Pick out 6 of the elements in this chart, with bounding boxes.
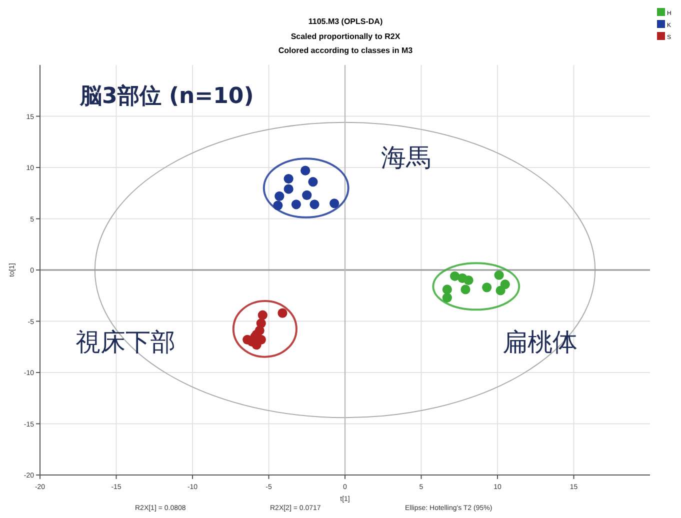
annotation: 海馬 [381,143,431,172]
annotation: 視床下部 [75,328,176,357]
chart-title: 1105.M3 (OPLS-DA) [308,17,383,26]
chart-subtitle: Scaled proportionally to R2X Colored according to classes in M3 [278,32,414,55]
annotation: 扁桃体 [502,328,578,357]
annotation: 脳3部位 (n=10) [79,83,254,109]
